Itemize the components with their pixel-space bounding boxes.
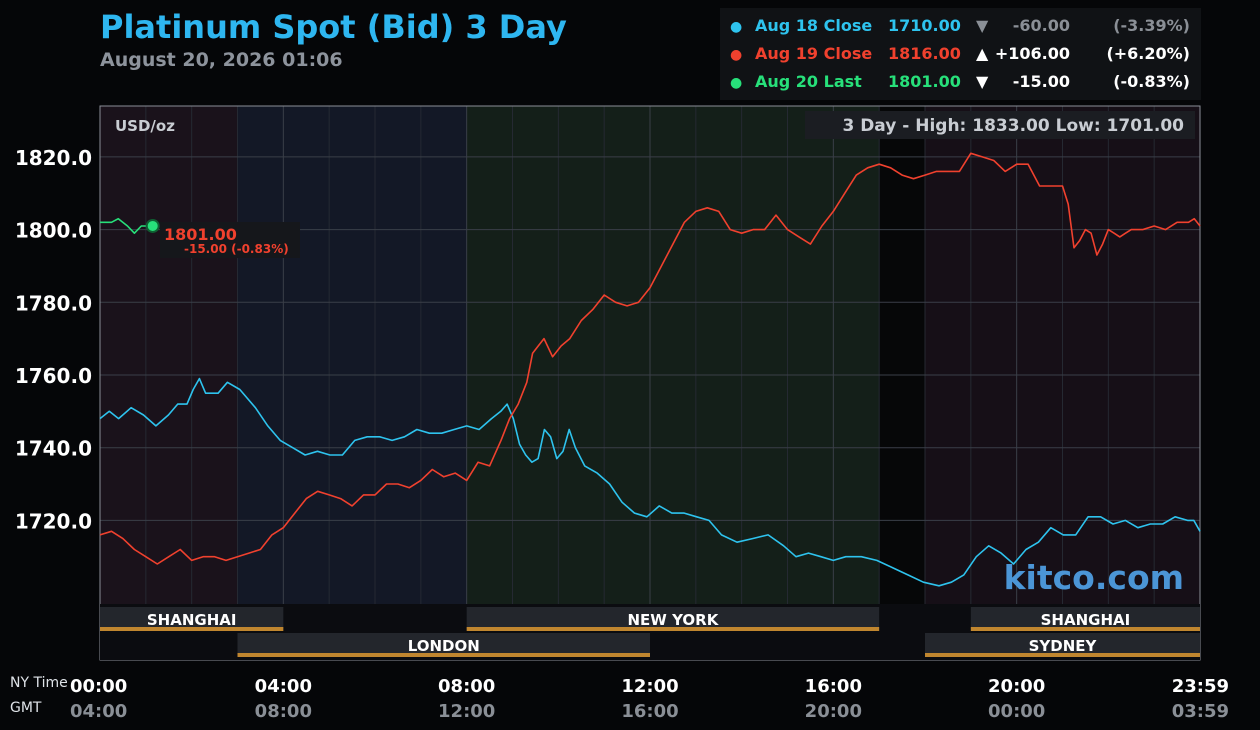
session-block <box>925 633 1200 655</box>
london-session-band <box>237 106 467 604</box>
legend-percent: (-0.83%) <box>1113 72 1190 91</box>
session-bar <box>466 627 880 631</box>
session-label: SYDNEY <box>1029 637 1098 655</box>
up-arrow-icon: ▲ <box>976 44 989 63</box>
session-block <box>237 633 650 655</box>
legend-percent: (+6.20%) <box>1106 44 1190 63</box>
session-label: SHANGHAI <box>1041 611 1131 629</box>
legend-series-value: 1710.00 <box>888 16 961 35</box>
series-line-aug-18-close <box>99 377 1201 587</box>
market-closed-band <box>879 106 925 660</box>
kitco-watermark: kitco.com <box>1004 558 1184 597</box>
gmt-time-tick: 20:00 <box>805 701 862 722</box>
y-tick-label: 1740.0 <box>15 437 92 461</box>
legend-series-name: Aug 20 Last <box>755 72 862 91</box>
chart-timestamp: August 20, 2026 01:06 <box>100 49 343 71</box>
legend-panel: ● Aug 18 Close 1710.00 ▼ -60.00 (-3.39%)… <box>720 8 1201 100</box>
gmt-time-tick: 08:00 <box>255 701 312 722</box>
last-price-dot <box>145 218 160 233</box>
last-price-box <box>160 222 300 258</box>
legend-row-aug19: ● Aug 19 Close 1816.00 ▲ +106.00 (+6.20%… <box>720 44 1201 70</box>
ny-time-tick: 04:00 <box>255 676 312 697</box>
gmt-time-tick: 12:00 <box>438 701 495 722</box>
legend-row-aug18: ● Aug 18 Close 1710.00 ▼ -60.00 (-3.39%) <box>720 16 1201 42</box>
session-bar <box>100 627 284 631</box>
ny-time-label: NY Time <box>10 675 68 691</box>
legend-dot-icon: ● <box>730 47 743 63</box>
legend-change: -15.00 <box>1012 72 1070 91</box>
ny-time-tick: 16:00 <box>805 676 862 697</box>
session-block <box>466 607 880 629</box>
legend-dot-icon: ● <box>730 75 743 91</box>
ny-time-tick: 08:00 <box>438 676 495 697</box>
range-label: 3 Day - High: 1833.00 Low: 1701.00 <box>842 116 1184 136</box>
shanghai-session-band <box>100 106 238 604</box>
legend-series-value: 1801.00 <box>888 72 961 91</box>
session-bar <box>237 653 650 657</box>
session-bar <box>925 653 1200 657</box>
ny-time-tick: 12:00 <box>621 676 678 697</box>
down-arrow-icon: ▼ <box>976 72 989 91</box>
session-label: NEW YORK <box>628 611 720 629</box>
y-tick-label: 1720.0 <box>15 509 92 533</box>
last-price-value: 1801.00 <box>164 225 237 244</box>
down-arrow-icon: ▼ <box>976 16 989 35</box>
gmt-time-tick: 00:00 <box>988 701 1045 722</box>
session-block <box>100 607 284 629</box>
legend-series-value: 1816.00 <box>888 44 961 63</box>
ny-time-tick: 00:00 <box>70 676 127 697</box>
unit-label: USD/oz <box>115 117 175 135</box>
chart-title: Platinum Spot (Bid) 3 Day <box>100 8 567 46</box>
legend-row-aug20: ● Aug 20 Last 1801.00 ▼ -15.00 (-0.83%) <box>720 72 1201 98</box>
ny-time-tick: 23:59 <box>1172 676 1229 697</box>
new-york-session-band <box>466 106 880 604</box>
gmt-time-tick: 04:00 <box>70 701 127 722</box>
legend-dot-icon: ● <box>730 19 743 35</box>
legend-percent: (-3.39%) <box>1113 16 1190 35</box>
legend-change: +106.00 <box>994 44 1070 63</box>
y-tick-label: 1820.0 <box>15 146 92 170</box>
session-bar <box>970 627 1200 631</box>
legend-series-name: Aug 19 Close <box>755 44 873 63</box>
last-price-change: -15.00 (-0.83%) <box>184 242 289 256</box>
series-line-aug-19-close <box>99 152 1201 565</box>
gmt-time-tick: 03:59 <box>1172 701 1229 722</box>
y-tick-label: 1760.0 <box>15 364 92 388</box>
session-block <box>970 607 1200 629</box>
gmt-label: GMT <box>10 700 42 716</box>
y-tick-label: 1780.0 <box>15 291 92 315</box>
session-label: SHANGHAI <box>147 611 237 629</box>
gmt-time-tick: 16:00 <box>621 701 678 722</box>
legend-change: -60.00 <box>1012 16 1070 35</box>
range-box <box>805 111 1195 139</box>
y-tick-label: 1800.0 <box>15 219 92 243</box>
legend-series-name: Aug 18 Close <box>755 16 873 35</box>
session-label: LONDON <box>408 637 480 655</box>
ny-time-tick: 20:00 <box>988 676 1045 697</box>
